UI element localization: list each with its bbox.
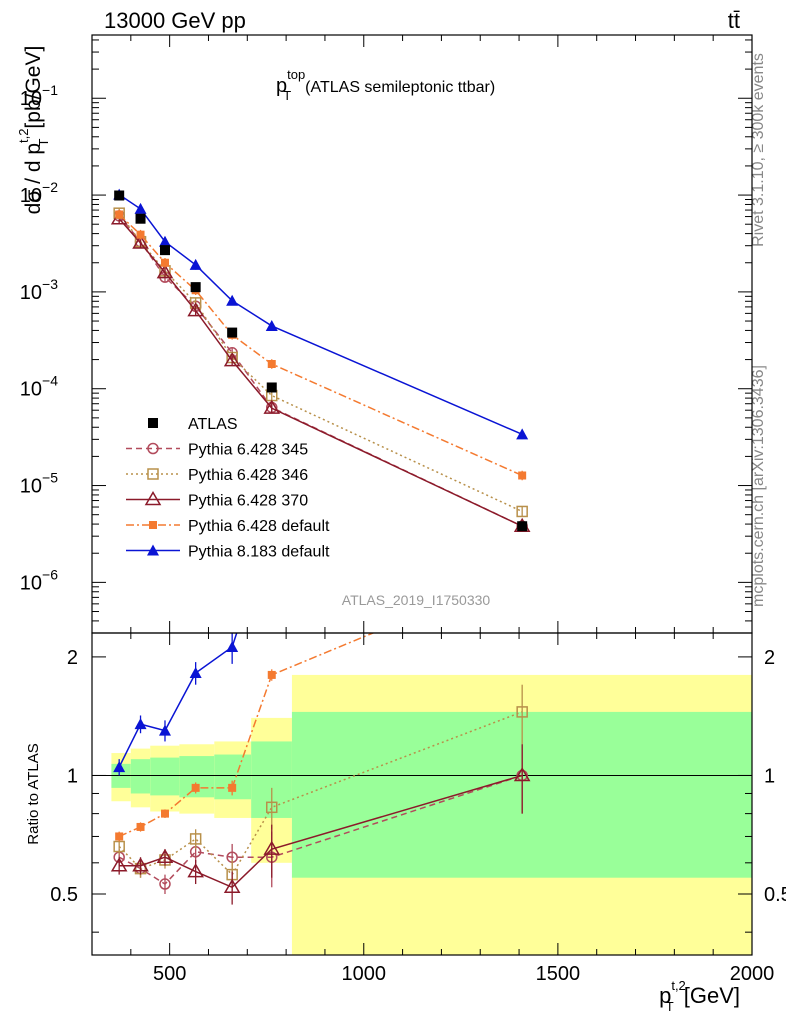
process-label: tt̄	[728, 8, 740, 33]
data-point	[135, 213, 146, 224]
series-2-point	[156, 264, 174, 279]
series-3-ratio-point	[191, 783, 200, 792]
legend: ATLAS Pythia 6.428 345 Pythia 6.428 346 Pyt…	[126, 416, 330, 561]
series-1-ratio-point	[516, 706, 528, 718]
series-4-ratio-point	[226, 640, 239, 652]
series-3-point	[518, 471, 527, 480]
series-4-point	[158, 235, 171, 247]
series-2-point	[132, 234, 149, 249]
series-4-point	[189, 258, 202, 270]
y-tick-label: 10−3	[20, 276, 58, 304]
legend-marker	[144, 491, 162, 506]
series-3-point	[160, 258, 169, 267]
series-3-ratio-point	[267, 670, 276, 679]
x-tick-label: 500	[153, 963, 186, 985]
series-3-ratio-point	[228, 783, 237, 792]
energy-label: 13000 GeV pp	[104, 8, 246, 33]
legend-label: Pythia 6.428 370	[188, 493, 308, 510]
ratio-frame	[91, 632, 753, 956]
series-3-ratio-point	[136, 822, 145, 831]
legend-marker	[148, 418, 158, 428]
ratio-tick-label-right: 1	[764, 765, 775, 787]
y-axis-label: dσ / d pt,2 T[pb/GeV]	[16, 46, 51, 215]
ratio-tick-label: 2	[67, 647, 78, 669]
legend-marker	[147, 442, 159, 455]
series-2-ratio-point	[223, 878, 241, 894]
data-point	[190, 282, 201, 293]
series-1-line	[118, 212, 523, 513]
data-point	[227, 327, 238, 338]
series-4-point	[516, 428, 529, 440]
legend-marker	[149, 521, 157, 529]
y-tick-label: 10−4	[20, 373, 58, 401]
series-1-ratio-point	[189, 833, 202, 845]
legend-marker	[147, 468, 159, 480]
legend-label: Pythia 6.428 346	[188, 467, 308, 484]
y-tick-label: 10−2	[20, 179, 58, 207]
mcplots-label: mcplots.cern.ch [arXiv:1306.3436]	[750, 365, 767, 607]
ratio-axis-label: Ratio to ATLAS	[25, 743, 42, 844]
series-4-ratio-point	[158, 724, 171, 736]
series-4-ratio-point	[189, 667, 202, 679]
data-point	[114, 190, 125, 201]
plot-title: ptop T (ATLAS semileptonic ttbar)	[276, 67, 495, 103]
rivet-version-label: Rivet 3.1.10, ≥ 300k events	[750, 53, 767, 247]
ratio-panel-series	[110, 396, 531, 905]
main-panel-series	[110, 188, 531, 532]
x-tick-label: 1000	[342, 963, 387, 985]
series-2-point	[263, 399, 281, 414]
series-4-point	[226, 294, 239, 306]
series-2-ratio-point	[263, 840, 281, 855]
y-tick-label: 10−6	[20, 566, 58, 594]
series-1-point	[516, 505, 528, 518]
y-tick-label: 10−1	[20, 82, 58, 110]
x-tick-label: 1500	[536, 963, 581, 985]
legend-label: Pythia 6.428 default	[188, 518, 330, 535]
legend-marker	[147, 544, 159, 556]
axes: 500 1000 1500 2000 10−1 10−2 10−3 10−4 10−5 10−6 0…	[20, 34, 786, 985]
series-2-line	[118, 218, 523, 527]
data-point	[266, 382, 277, 393]
series-2-ratio-point	[187, 863, 204, 878]
legend-label: ATLAS	[188, 416, 238, 433]
analysis-id: ATLAS_2019_I1750330	[342, 592, 491, 608]
ratio-band-inner	[130, 759, 151, 794]
ratio-band	[92, 674, 752, 955]
y-tick-label: 10−5	[20, 470, 58, 498]
series-2-point	[187, 302, 204, 317]
series-4-line	[118, 194, 523, 436]
series-2-ratio-point	[156, 848, 174, 863]
series-0-ratio-point	[159, 878, 171, 890]
x-axis-label: pt,2 T [GeV]	[659, 978, 740, 1014]
data-point	[517, 521, 528, 532]
series-3-ratio-point	[518, 567, 526, 575]
data-point	[159, 245, 170, 256]
series-0-line	[118, 215, 523, 527]
series-1-ratio-point	[266, 801, 278, 814]
series-3-point	[267, 360, 276, 369]
ratio-tick-label: 0.5	[50, 884, 78, 906]
series-2-ratio-point	[132, 857, 149, 872]
ratio-tick-label-right: 0.5	[764, 884, 786, 906]
series-4-ratio-point	[516, 396, 528, 407]
ratio-tick-label: 1	[67, 765, 78, 787]
series-3-point	[136, 230, 145, 239]
series-3-ratio-point	[115, 832, 124, 841]
series-3-point	[115, 210, 124, 219]
series-2-point	[223, 352, 241, 367]
series-1-ratio-point	[113, 840, 125, 853]
series-2-ratio-point	[513, 766, 531, 782]
x-tick-label: 2000	[730, 963, 775, 985]
series-2-ratio-point	[110, 857, 128, 872]
legend-label: Pythia 8.183 default	[188, 544, 330, 561]
series-4-ratio-point	[134, 718, 147, 730]
ratio-band-inner	[150, 757, 180, 796]
series-4-point	[265, 319, 278, 331]
series-3-ratio-point	[160, 809, 169, 818]
ratio-tick-label-right: 2	[764, 647, 775, 669]
legend-label: Pythia 6.428 345	[188, 442, 308, 459]
series-4-ratio-point	[113, 761, 126, 773]
series-4-point	[134, 202, 147, 214]
